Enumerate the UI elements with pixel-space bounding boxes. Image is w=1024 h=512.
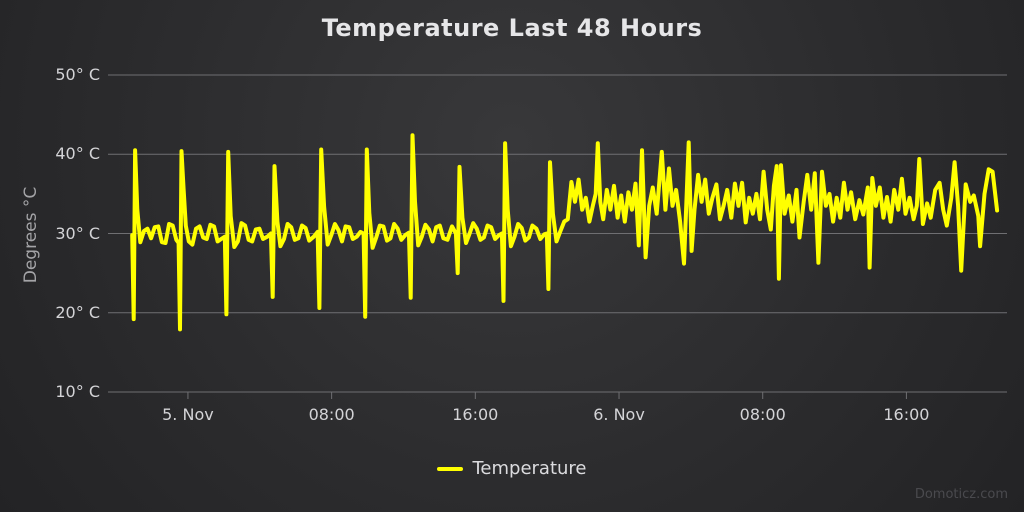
legend-item-temperature[interactable]: Temperature (0, 458, 1024, 479)
y-axis-tick-label: 50° C (55, 65, 100, 84)
x-axis-tick-label: 08:00 (308, 405, 355, 424)
y-axis-tick-label: 40° C (55, 144, 100, 164)
y-axis-tick-label: 30° C (55, 223, 100, 243)
x-axis-tick-label: 5. Nov (162, 405, 214, 424)
legend-label: Temperature (472, 458, 587, 479)
y-axis-tick-label: 10° C (55, 382, 100, 401)
legend-swatch-line (437, 466, 464, 471)
series-line-temperature[interactable] (130, 133, 1000, 332)
y-axis-title: Degrees °C (21, 186, 41, 284)
x-axis-tick-label: 16:00 (452, 405, 499, 424)
chart-title: Temperature Last 48 Hours (321, 14, 703, 42)
x-axis-tick-label: 6. Nov (593, 405, 645, 424)
y-axis-tick-label: 20° C (55, 302, 100, 322)
x-axis-tick-label: 08:00 (739, 405, 786, 424)
credits-link[interactable]: Domoticz.com (914, 487, 1008, 502)
x-axis-tick-label: 16:00 (883, 405, 930, 424)
